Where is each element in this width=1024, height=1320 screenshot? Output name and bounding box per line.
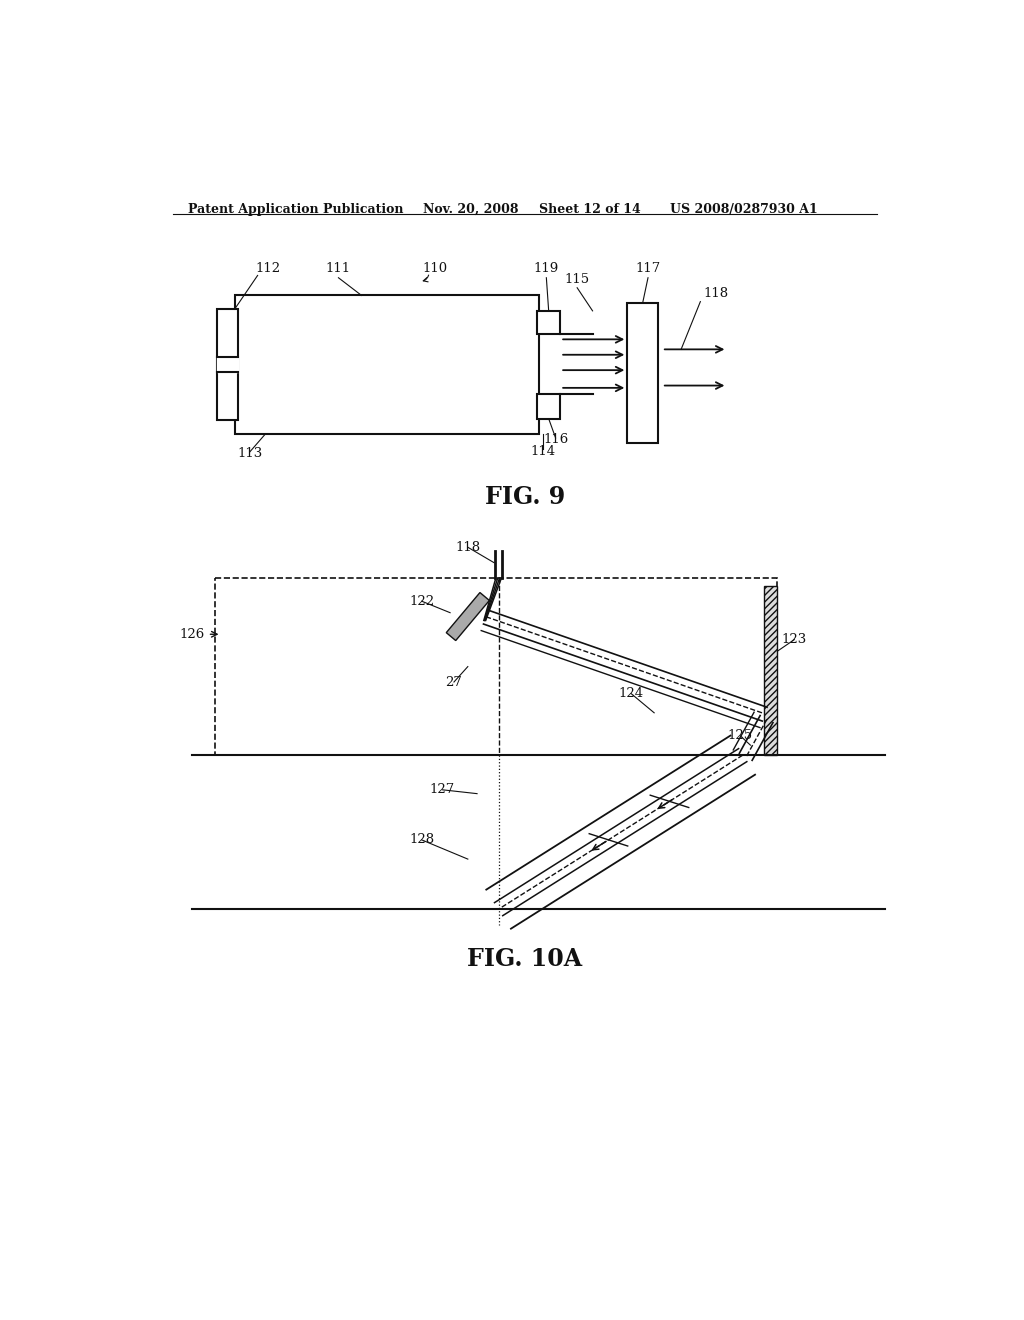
Text: 114: 114 [530, 445, 555, 458]
Text: 127: 127 [430, 783, 455, 796]
Polygon shape [764, 586, 777, 755]
Text: Patent Application Publication: Patent Application Publication [188, 203, 403, 216]
Polygon shape [538, 312, 560, 334]
Text: 115: 115 [564, 273, 590, 286]
Text: 116: 116 [543, 433, 568, 446]
Polygon shape [217, 358, 239, 372]
Polygon shape [446, 593, 489, 640]
Text: 111: 111 [326, 263, 351, 276]
Text: FIG. 9: FIG. 9 [484, 486, 565, 510]
Text: 27: 27 [445, 676, 463, 689]
Text: US 2008/0287930 A1: US 2008/0287930 A1 [670, 203, 817, 216]
Text: 122: 122 [409, 594, 434, 607]
Polygon shape [538, 395, 560, 418]
Text: 125: 125 [728, 730, 753, 742]
Text: 118: 118 [703, 286, 728, 300]
Text: 118: 118 [456, 541, 480, 554]
Text: 126: 126 [179, 628, 205, 640]
Text: 124: 124 [618, 686, 644, 700]
Text: FIG. 10A: FIG. 10A [467, 948, 583, 972]
Polygon shape [217, 309, 239, 420]
Polygon shape [628, 304, 658, 444]
Text: 113: 113 [238, 447, 262, 461]
Polygon shape [234, 296, 539, 434]
Text: 112: 112 [255, 263, 281, 276]
Text: 119: 119 [534, 263, 559, 276]
Text: Sheet 12 of 14: Sheet 12 of 14 [539, 203, 640, 216]
Text: Nov. 20, 2008: Nov. 20, 2008 [423, 203, 519, 216]
Text: 110: 110 [422, 263, 447, 276]
Text: 117: 117 [635, 263, 660, 276]
Text: 128: 128 [409, 833, 434, 846]
Text: 123: 123 [781, 634, 807, 647]
